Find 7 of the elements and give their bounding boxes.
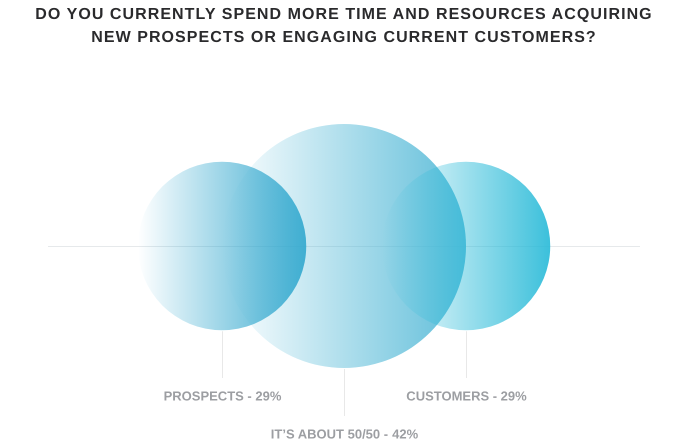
data-label: 29% [500, 388, 528, 404]
category-label: IT’S ABOUT 50/50 - [270, 426, 388, 442]
category-label: CUSTOMERS - [406, 388, 498, 404]
data-label: 42% [392, 426, 419, 442]
category-label: PROSPECTS - [164, 388, 252, 404]
data-label: 29% [255, 388, 282, 404]
text: DO YOU CURRENTLY SPEND MORE TIME AND RESOURCES ACQUIRING NEW PROSPECTS OR ENGAGING CURRENT CUSTOMERS? [34, 5, 654, 48]
